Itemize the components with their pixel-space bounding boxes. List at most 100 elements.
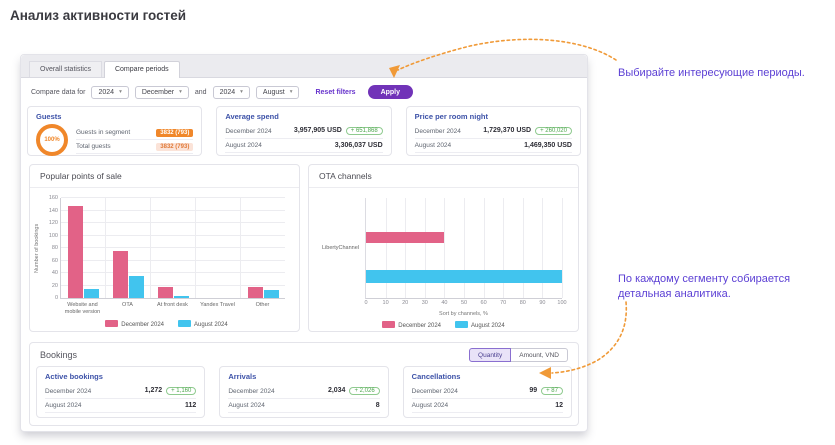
december-row: December 2024 3,957,905 USD + 651,868 — [225, 124, 383, 139]
bar-december-2024-ota — [112, 251, 128, 298]
row-value: 3,306,037 USD — [334, 142, 383, 149]
x-axis-tick: 50 — [460, 300, 468, 306]
x-axis-tick: 20 — [402, 300, 409, 306]
month-to-value: August — [262, 88, 285, 96]
grid-line — [405, 198, 407, 298]
guests-card: Guests 100% Guests in segment 3832 (793)… — [27, 106, 203, 156]
row-label: Guests in segment — [76, 129, 131, 136]
y-axis-tick: 120 — [48, 220, 58, 226]
bookings-title: Bookings — [40, 350, 78, 360]
row-label: December 2024 — [228, 387, 275, 395]
category-label: LibertyChannel — [322, 245, 359, 251]
x-axis-tick: 90 — [539, 300, 546, 306]
chevron-down-icon: ▾ — [289, 89, 293, 95]
row-value: 3,957,905 USD — [293, 127, 342, 134]
grid-line — [444, 198, 446, 298]
x-axis-tick: 40 — [441, 300, 448, 306]
chevron-down-icon: ▾ — [240, 89, 243, 95]
legend-item-december-2024[interactable]: December 2024 — [382, 321, 441, 329]
grid-line — [61, 222, 285, 223]
grid-line — [503, 198, 505, 298]
legend-item-august-2024[interactable]: August 2024 — [178, 320, 228, 328]
y-axis-tick: 40 — [51, 270, 58, 276]
apply-button[interactable]: Apply — [367, 85, 414, 99]
grid-line — [61, 284, 285, 286]
annotation-arrow-analytics — [539, 301, 628, 379]
legend-swatch — [178, 320, 191, 328]
tab-overall-statistics[interactable]: Overall statistics — [29, 61, 102, 77]
grid-line — [385, 198, 387, 298]
annotation-analytics: По каждому сегменту собирается детальная… — [618, 273, 791, 300]
row-label: Total guests — [76, 143, 111, 150]
legend-item-august-2024[interactable]: August 2024 — [455, 321, 505, 329]
cancellations-title: Cancellations — [411, 372, 461, 381]
bar-group-website-and-mobile-version — [61, 198, 106, 298]
y-axis-tick: 160 — [48, 195, 58, 201]
year-from-select[interactable]: 2024 ▾ — [91, 85, 129, 99]
toggle-amount-vnd-button[interactable]: Amount, VND — [511, 348, 568, 362]
grid-line — [522, 198, 524, 298]
row-label: August 2024 — [414, 142, 452, 149]
bookings-unit-toggle: Quantity Amount, VND — [469, 348, 568, 362]
row-label: August 2024 — [45, 402, 82, 409]
arrivals-title: Arrivals — [228, 372, 257, 381]
guests-in-segment-badge: 3832 (793) — [156, 128, 194, 137]
y-axis-tick: 80 — [51, 245, 58, 251]
august-row: August 2024 12 — [411, 399, 563, 413]
x-axis-label: Website and mobile version — [64, 302, 101, 316]
year-to-select[interactable]: 2024 ▾ — [212, 85, 250, 99]
legend-swatch — [455, 321, 468, 328]
bar-august-2024-at-front-desk — [173, 295, 189, 298]
delta-badge: + 260,020 — [535, 127, 572, 135]
chart-legend: December 2024 August 2024 — [319, 321, 568, 329]
delta-badge: + 87 — [541, 387, 563, 395]
price-per-room-night-title: Price per room night — [414, 112, 489, 121]
month-to-select[interactable]: August ▾ — [255, 85, 300, 99]
x-axis-tick: 10 — [382, 300, 389, 306]
bar-december-2024-other — [247, 287, 263, 298]
december-row: December 2024 1,729,370 USD + 260,020 — [414, 124, 572, 139]
average-spend-card: Average spend December 2024 3,957,905 US… — [216, 106, 392, 156]
august-row: August 2024 3,306,037 USD — [225, 139, 383, 153]
december-row: December 2024 2,034 + 2,026 — [228, 384, 380, 399]
x-axis-tick: 60 — [480, 300, 487, 306]
toggle-quantity-button[interactable]: Quantity — [469, 348, 512, 362]
row-label: August 2024 — [225, 142, 262, 149]
annotation-arrow-periods — [389, 38, 617, 78]
filter-label: Compare data for — [31, 88, 86, 96]
total-guests-badge: 3832 (793) — [156, 142, 194, 151]
tab-compare-periods[interactable]: Compare periods — [103, 61, 180, 78]
row-label: August 2024 — [411, 402, 449, 409]
filter-row: Compare data for 2024 ▾ December ▾ and 202… — [21, 78, 587, 104]
bookings-section: Bookings Quantity Amount, VND Active boo… — [29, 342, 579, 426]
row-value: 1,729,370 USD — [483, 127, 532, 134]
average-spend-title: Average spend — [225, 112, 279, 121]
legend-item-december-2024[interactable]: December 2024 — [105, 320, 164, 328]
bar-august-2024-libertychannel — [366, 270, 562, 283]
conjunction-label: and — [194, 88, 207, 96]
row-value: 12 — [555, 402, 563, 409]
x-axis-label: Yandex Travel — [200, 302, 235, 308]
delta-badge: + 651,868 — [345, 127, 383, 135]
delta-badge: + 2,026 — [349, 387, 380, 395]
x-axis-title: Sort by channels, % — [439, 311, 488, 317]
bar-group-yandex-travel — [196, 198, 241, 298]
plot-area: 0 20 40 60 80 100 120 140 160 — [49, 195, 285, 301]
bar-august-2024-other — [263, 289, 279, 298]
guests-in-segment-row: Guests in segment 3832 (793) — [76, 126, 194, 140]
grid-line — [61, 209, 285, 211]
bar-august-2024-website-and-mobile-version — [83, 289, 99, 298]
row-label: December 2024 — [411, 387, 458, 395]
chevron-down-icon: ▾ — [119, 89, 122, 95]
december-row: December 2024 1,272 + 1,160 — [45, 384, 197, 399]
x-axis-tick: 70 — [500, 300, 507, 306]
total-guests-row: Total guests 3832 (793) — [76, 140, 194, 154]
y-axis-tick: 140 — [48, 207, 58, 214]
grid-line — [424, 198, 426, 298]
month-from-select[interactable]: December ▾ — [134, 85, 189, 99]
reset-filters-link[interactable]: Reset filters — [315, 88, 356, 96]
row-value: 8 — [375, 402, 380, 409]
chart-legend: December 2024 August 2024 — [40, 320, 293, 328]
bar-december-2024-at-front-desk — [157, 287, 173, 298]
august-row: August 2024 1,469,350 USD — [414, 139, 572, 153]
